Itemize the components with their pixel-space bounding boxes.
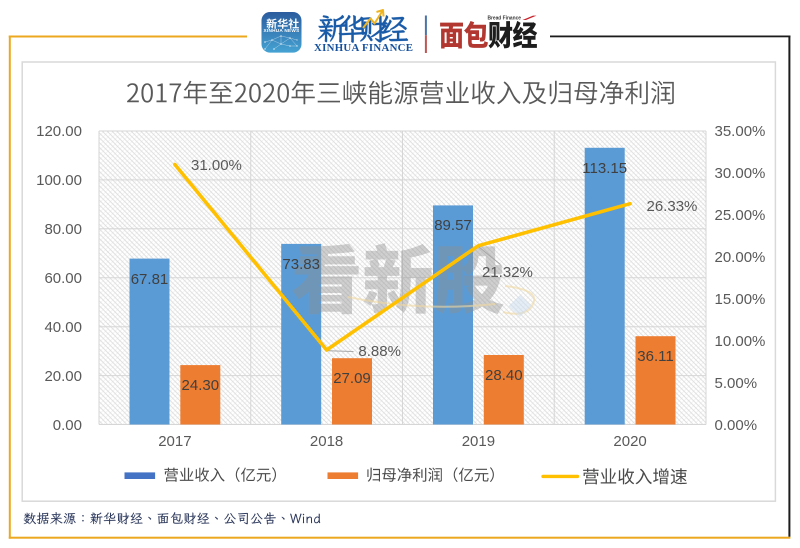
- svg-text:XINHUA NEWS: XINHUA NEWS: [264, 28, 300, 33]
- svg-text:Bread Finance: Bread Finance: [488, 15, 522, 21]
